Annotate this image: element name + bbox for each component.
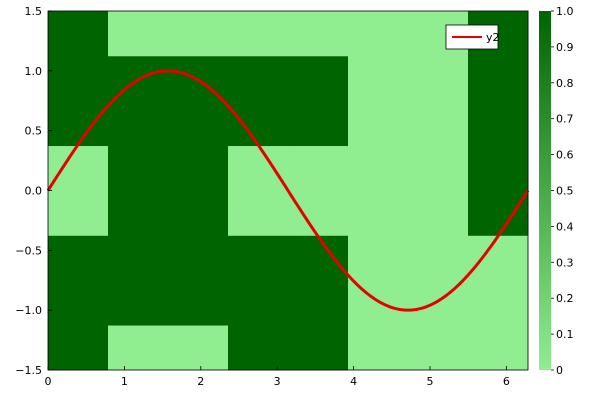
heatmap-cell — [228, 100, 289, 147]
heatmap-cell — [408, 235, 469, 281]
heatmap-cell — [228, 11, 289, 57]
heatmap-cell — [168, 280, 229, 326]
y-axis: −1.5 −1.0 −0.5 0.0 0.5 1.0 1.5 — [15, 5, 52, 377]
x-tick-label: 2 — [197, 375, 204, 388]
colorbar-tick-label: 0 — [556, 364, 563, 377]
colorbar-tick-label: 0.9 — [556, 41, 574, 54]
colorbar-tick-label: 0.4 — [556, 220, 574, 233]
colorbar-tick-label: 0.1 — [556, 328, 574, 341]
heatmap-cell — [168, 100, 229, 147]
y-tick-label: 0.0 — [25, 185, 43, 198]
heatmap-cell — [408, 325, 469, 371]
series-line-y2 — [46, 69, 530, 312]
x-tick-label: 1 — [121, 375, 128, 388]
heatmap-cell — [108, 145, 169, 191]
x-tick-label: 4 — [350, 375, 357, 388]
heatmap-cell — [108, 325, 169, 371]
heatmap-cell — [48, 280, 109, 326]
heatmap-cell — [108, 280, 169, 326]
colorbar-tick-label: 0.7 — [556, 113, 574, 126]
heatmap-cell — [288, 100, 349, 147]
heatmap-cell — [168, 145, 229, 191]
colorbar-tick-label: 0.8 — [556, 77, 574, 90]
heatmap-cell — [228, 325, 289, 371]
y-tick-label: 1.5 — [25, 5, 43, 18]
y-tick-label: 0.5 — [25, 125, 43, 138]
heatmap-cell — [288, 55, 349, 102]
x-tick-label: 3 — [274, 375, 281, 388]
heatmap-cell — [228, 145, 289, 191]
y-tick-label: −0.5 — [15, 244, 42, 257]
x-tick-label: 6 — [503, 375, 510, 388]
y-tick-label: 1.0 — [25, 65, 43, 78]
colorbar-tick-label: 1.0 — [556, 5, 574, 18]
heatmap-cell — [468, 325, 529, 371]
heatmap-cell — [348, 11, 409, 57]
heatmap-cell — [48, 100, 109, 147]
heatmap-cell — [228, 235, 289, 281]
x-tick-label: 0 — [45, 375, 52, 388]
heatmap-cell — [468, 280, 529, 326]
heatmap-cell — [408, 145, 469, 191]
heatmap-cell — [468, 55, 529, 102]
legend-label: y2 — [486, 31, 500, 44]
heatmap-cell — [348, 100, 409, 147]
heatmap-cell — [288, 190, 349, 236]
heatmap-cell — [348, 325, 409, 371]
heatmap-cell — [408, 190, 469, 236]
heatmap-cell — [108, 11, 169, 57]
heatmap-cell — [288, 11, 349, 57]
colorbar: 0 0.1 0.2 0.3 0.4 0.5 0.6 0.7 0.8 0.9 1.0 — [539, 5, 574, 377]
heatmap-cell — [348, 55, 409, 102]
heatmap-cell — [468, 190, 529, 236]
heatmap-cell — [168, 325, 229, 371]
heatmap-cell — [168, 11, 229, 57]
x-axis: 0 1 2 3 4 5 6 — [45, 366, 510, 388]
heatmap-cell — [48, 55, 109, 102]
colorbar-tick-label: 0.3 — [556, 256, 574, 269]
y-tick-label: −1.5 — [15, 364, 42, 377]
heatmap-cell — [168, 190, 229, 236]
heatmap-cell — [108, 235, 169, 281]
heatmap-cell — [288, 325, 349, 371]
colorbar-tick-label: 0.5 — [556, 185, 574, 198]
y-tick-label: −1.0 — [15, 304, 42, 317]
legend[interactable]: y2 — [445, 24, 500, 50]
heatmap-cell — [48, 145, 109, 191]
heatmap-cell — [228, 55, 289, 102]
heatmap-cell — [468, 235, 529, 281]
heatmap-cell — [348, 145, 409, 191]
heatmap-cell — [228, 280, 289, 326]
heatmap-cell — [288, 280, 349, 326]
heatmap-cell — [168, 235, 229, 281]
heatmap-cell — [288, 145, 349, 191]
heatmap-cell — [408, 100, 469, 147]
heatmap-cell — [468, 100, 529, 147]
colorbar-gradient — [539, 11, 551, 370]
heatmap-cell — [48, 325, 109, 371]
heatmap-cell — [288, 235, 349, 281]
heatmap-cell — [108, 100, 169, 147]
x-tick-label: 5 — [426, 375, 433, 388]
series-lines — [46, 69, 530, 312]
heatmap-cell — [348, 190, 409, 236]
heatmap-cell — [468, 145, 529, 191]
colorbar-tick-label: 0.2 — [556, 292, 574, 305]
heatmap-cell — [408, 55, 469, 102]
heatmap-cell — [348, 235, 409, 281]
heatmap-cell — [228, 190, 289, 236]
heatmap-cell — [48, 11, 109, 57]
colorbar-tick-label: 0.6 — [556, 149, 574, 162]
heatmap-cell — [108, 190, 169, 236]
heatmap-cell — [408, 280, 469, 326]
heatmap-cell — [48, 190, 109, 236]
heatmap-cell — [48, 235, 109, 281]
